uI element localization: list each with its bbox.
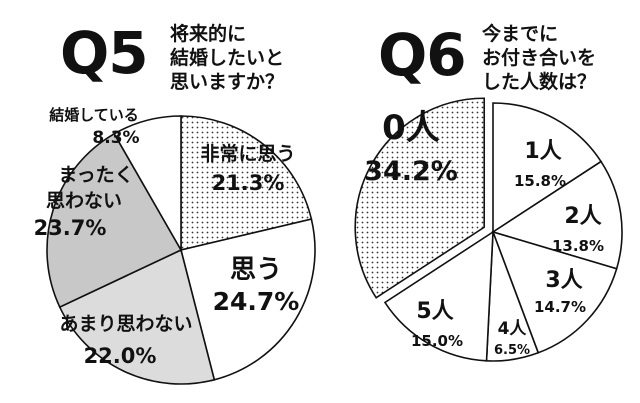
q6-label-0: 1人	[524, 139, 561, 164]
q5-value-4: 8.3%	[92, 128, 139, 148]
q6-title: 今までに お付き合いを した人数は？	[482, 22, 596, 94]
q5-slice-1	[180, 218, 316, 381]
q6-value-2: 14.7%	[534, 298, 586, 316]
q5-value-3: 23.7%	[34, 216, 107, 240]
q5-value-1: 24.7%	[213, 287, 300, 316]
q5-pie	[46, 115, 316, 385]
q5-label-4: 結婚している	[49, 106, 139, 124]
q5-label-3-b: 思わない	[46, 190, 122, 212]
q6-pie	[354, 97, 623, 362]
q6-title-line-2: お付き合いを	[482, 47, 597, 69]
q6-label-1: 2人	[564, 204, 601, 229]
q6-label-3: 4人	[498, 319, 528, 339]
q5-slice-3	[46, 132, 183, 309]
q5-slice-4	[113, 115, 182, 253]
q5-title-line-2: 結婚したいと	[170, 47, 285, 69]
q5-slice-2	[58, 248, 216, 385]
q6-value-3: 6.5%	[494, 343, 530, 358]
q5-slice-0	[180, 115, 313, 252]
q6-title-line-3: した人数は？	[482, 71, 597, 93]
q6-label-5: 0人	[382, 108, 440, 148]
q6-slice-1	[491, 160, 623, 270]
q6-number: Q6	[378, 21, 467, 89]
q6-slice-5	[354, 97, 486, 299]
q6-label-4: 5人	[416, 299, 453, 324]
q5-label-3-a: まったく	[58, 164, 133, 186]
q6-value-0: 15.8%	[514, 172, 566, 190]
q6-slice-0	[492, 102, 603, 234]
q6-label-2: 3人	[545, 268, 582, 293]
q5-label-0: 非常に思う	[200, 142, 295, 165]
q5-value-0: 21.3%	[212, 171, 285, 195]
q5-value-2: 22.0%	[84, 344, 157, 368]
q5-label-1: 思う	[230, 255, 282, 285]
q5-number: Q5	[60, 19, 149, 87]
q6-slice-2	[491, 230, 618, 354]
q6-value-5: 34.2%	[364, 156, 458, 187]
q5-title: 将来的に 結婚したいと 思いますか？	[170, 22, 284, 94]
q6-title-line-1: 今までに	[482, 23, 559, 45]
q5-title-line-3: 思いますか？	[170, 71, 285, 93]
q5-title-line-1: 将来的に	[170, 23, 247, 45]
q6-slice-4	[383, 230, 494, 362]
q6-value-1: 13.8%	[552, 237, 604, 255]
q6-value-4: 15.0%	[411, 332, 463, 350]
q5-label-2: あまり思わない	[59, 313, 192, 335]
